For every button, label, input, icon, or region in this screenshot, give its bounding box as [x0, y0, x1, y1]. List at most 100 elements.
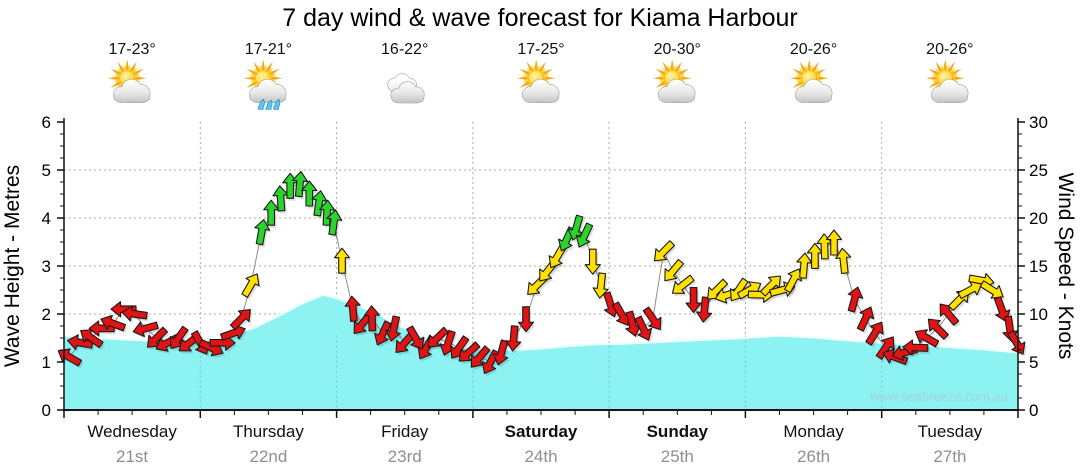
left-axis-title: Wave Height - Metres: [1, 165, 24, 367]
temperature-range: 17-25°: [517, 41, 565, 58]
wind-arrow: [121, 305, 148, 322]
day-date: 25th: [661, 447, 694, 466]
temperature-range: 17-23°: [108, 41, 156, 58]
wind-arrow: [229, 309, 251, 331]
svg-text:0: 0: [1029, 401, 1038, 420]
day-date: 22nd: [249, 447, 287, 466]
weather-icon-cloudy: [337, 60, 473, 112]
grid-overlay: [199, 335, 883, 410]
wind-arrow: [664, 258, 684, 282]
wind-arrow: [575, 222, 594, 248]
chart-title: 7 day wind & wave forecast for Kiama Har…: [282, 4, 798, 32]
right-axis-title: Wind Speed - Knots: [1054, 173, 1077, 360]
wind-arrow: [254, 219, 271, 246]
svg-text:3: 3: [42, 257, 51, 276]
day-name: Friday: [381, 422, 429, 441]
svg-text:5: 5: [42, 161, 51, 180]
wind-arrow: [671, 274, 695, 294]
day-date: 21st: [116, 447, 148, 466]
svg-text:10: 10: [1029, 305, 1048, 324]
watermark: www.seabreeze.com.au: [869, 389, 1008, 404]
day-name: Tuesday: [918, 422, 983, 441]
weather-icon-partly-cloudy: [64, 59, 200, 112]
day-name: Saturday: [505, 422, 578, 441]
wind-arrow: [333, 247, 351, 274]
forecast-day-saturday: 17-25°: [473, 40, 609, 112]
wind-arrow: [492, 339, 509, 366]
wind-arrow: [319, 199, 336, 226]
wind-arrow: [311, 190, 328, 217]
day-date: 24th: [524, 447, 557, 466]
day-name: Thursday: [233, 422, 304, 441]
forecast-day-tuesday: 20-26°: [882, 40, 1018, 112]
wind-arrow: [642, 306, 662, 330]
svg-text:30: 30: [1029, 113, 1048, 132]
wind-arrow: [406, 325, 425, 350]
weather-icon-partly-cloudy: [745, 59, 881, 112]
day-date: 23rd: [388, 447, 422, 466]
temperature-range: 17-21°: [244, 41, 293, 58]
wind-arrow: [825, 229, 843, 256]
axes: [57, 118, 1025, 418]
wind-arrow: [505, 325, 522, 352]
wind-arrow: [132, 321, 159, 338]
wind-arrow: [847, 286, 864, 313]
wind-arrow: [374, 320, 392, 346]
wind-arrow: [292, 170, 309, 198]
svg-text:25: 25: [1029, 161, 1048, 180]
wind-arrow: [653, 240, 676, 262]
wind-arrow: [902, 339, 929, 356]
wind-arrow: [993, 296, 1011, 322]
forecast-day-monday: 20-26°: [745, 40, 881, 112]
weather-icon-rain: [200, 59, 336, 112]
svg-text:5: 5: [1029, 353, 1038, 372]
wind-arrow: [100, 314, 127, 332]
wind-arrow: [326, 209, 343, 236]
wind-arrow: [914, 329, 940, 348]
wind-arrow: [865, 321, 884, 346]
wind-arrow: [979, 280, 1004, 299]
wind-arrow: [110, 301, 137, 318]
svg-text:4: 4: [42, 209, 51, 228]
partly-cloudy-icon: [653, 59, 696, 104]
partly-cloudy-icon: [925, 59, 969, 104]
wind-arrow: [875, 336, 895, 360]
day-labels: Wednesday 21st Thursday 22nd Friday 23rd Satur…: [87, 422, 982, 466]
weather-icon-partly-cloudy: [882, 59, 1018, 112]
partly-cloudy-icon: [108, 59, 151, 104]
axis-tick-labels: 0 1 2 3 4 5 6 0 5 10 15 20 25 30: [42, 113, 1048, 420]
svg-text:0: 0: [42, 401, 51, 420]
wind-arrow: [634, 315, 653, 341]
temperature-range: 20-26°: [926, 41, 974, 58]
wind-arrow: [592, 272, 609, 299]
wind-arrow: [584, 248, 601, 275]
svg-text:6: 6: [42, 113, 51, 132]
forecast-day-friday: 16-22°: [337, 40, 473, 112]
weather-icon-partly-cloudy: [473, 59, 609, 112]
wind-arrow: [696, 296, 713, 323]
wind-arrow: [835, 247, 852, 275]
day-name: Monday: [783, 422, 844, 441]
forecast-day-sunday: 20-30°: [609, 40, 745, 112]
temperature-range: 20-30°: [653, 41, 701, 58]
wind-arrow: [784, 268, 802, 294]
wind-arrow: [88, 320, 115, 337]
svg-text:20: 20: [1029, 209, 1048, 228]
wind-arrow: [856, 306, 875, 332]
partly-cloudy-icon: [516, 59, 560, 104]
wind-arrow: [458, 341, 481, 362]
wind-arrow: [517, 306, 535, 333]
temperature-range: 20-26°: [789, 41, 838, 58]
svg-text:15: 15: [1029, 257, 1048, 276]
svg-text:2: 2: [42, 305, 51, 324]
wind-arrow: [241, 273, 260, 298]
wind-arrow: [385, 315, 401, 342]
wind-arrow: [1007, 330, 1026, 355]
wind-arrow: [685, 287, 702, 314]
day-name: Sunday: [647, 422, 709, 441]
wind-arrow: [363, 305, 380, 332]
forecast-day-wednesday: 17-23°: [64, 40, 200, 112]
weather-icon-partly-cloudy: [609, 59, 745, 112]
partly-cloudy-icon: [789, 59, 832, 104]
